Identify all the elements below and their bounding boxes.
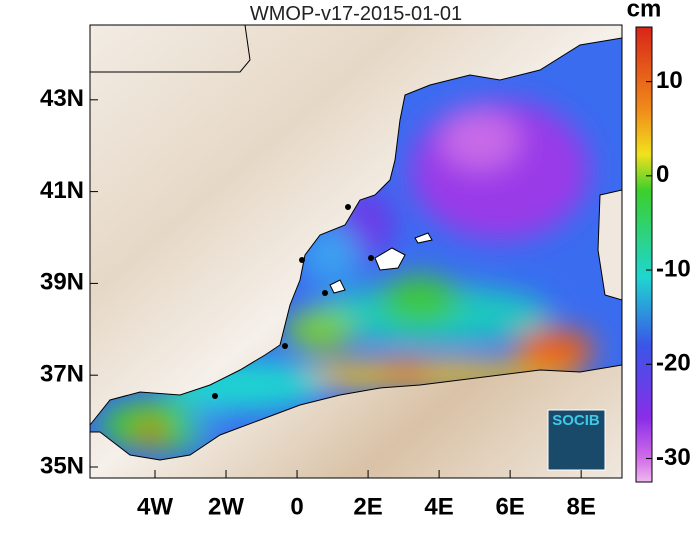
colorbar-tick-label: -10: [656, 255, 691, 282]
colorbar: [635, 26, 653, 483]
colorbar-unit: cm: [627, 0, 662, 22]
x-tick-label: 8E: [566, 493, 595, 520]
title: WMOP-v17-2015-01-01: [250, 3, 462, 25]
island: [374, 247, 406, 271]
colorbar-tick-label: 10: [656, 67, 683, 94]
colorbar-tick-label: -20: [656, 350, 691, 377]
island: [414, 232, 433, 244]
colorbar-tick-label: 0: [656, 161, 669, 188]
x-tick-label: 6E: [495, 493, 524, 520]
map-frame: [89, 24, 623, 479]
island: [329, 279, 346, 294]
island: [597, 189, 623, 301]
y-tick-label: 43N: [40, 85, 84, 112]
y-tick-label: 37N: [40, 361, 84, 388]
logo: SOCIB: [552, 412, 600, 429]
y-tick-label: 41N: [40, 177, 84, 204]
x-tick-label: 0: [290, 493, 303, 520]
x-tick-label: 2W: [208, 493, 244, 520]
x-tick-label: 4W: [137, 493, 173, 520]
x-tick-label: 2E: [353, 493, 382, 520]
stations: [212, 204, 374, 399]
x-tick-label: 4E: [424, 493, 453, 520]
logo-box: [547, 409, 606, 471]
y-tick-label: 35N: [40, 452, 84, 479]
coastline: [89, 37, 623, 461]
colorbar-tick-label: -30: [656, 444, 691, 471]
border: [90, 24, 251, 73]
y-tick-label: 39N: [40, 269, 84, 296]
